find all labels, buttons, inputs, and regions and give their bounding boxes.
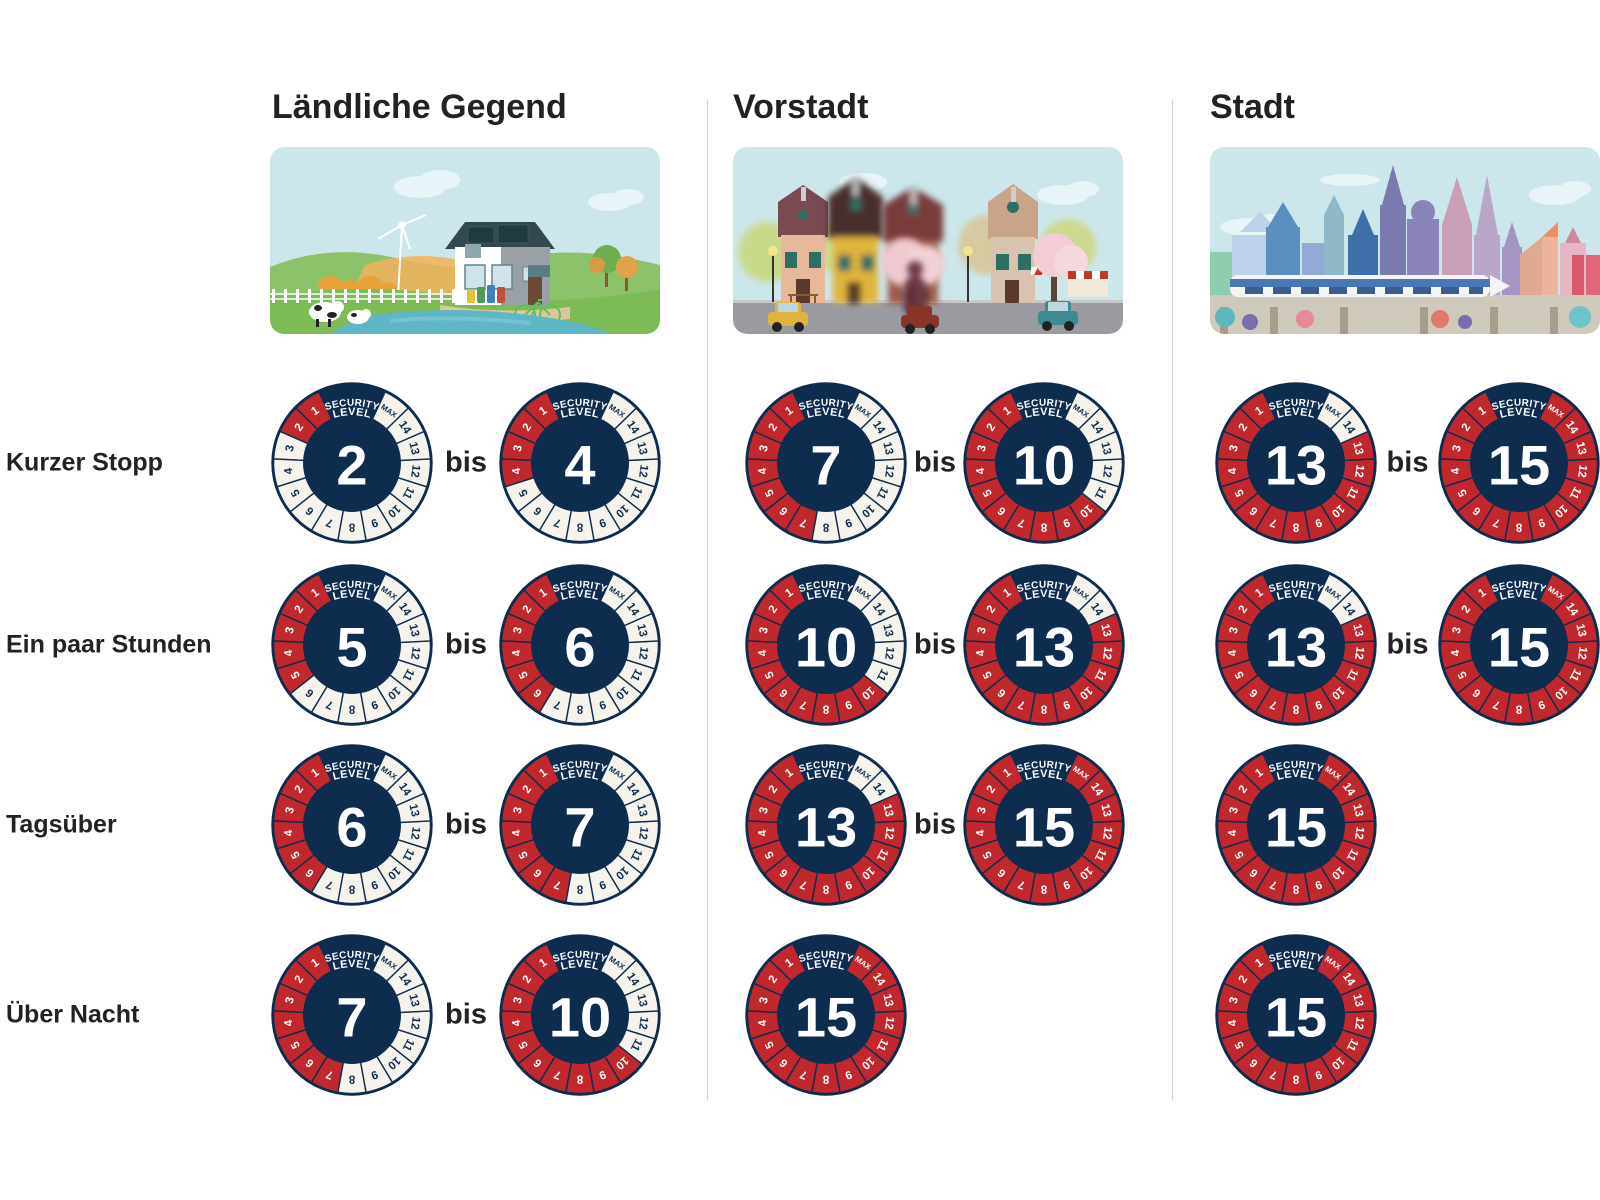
svg-text:8: 8 bbox=[348, 520, 355, 532]
svg-text:5: 5 bbox=[336, 616, 367, 679]
svg-text:12: 12 bbox=[882, 646, 896, 660]
svg-text:7: 7 bbox=[564, 796, 595, 859]
svg-text:13: 13 bbox=[1265, 616, 1327, 679]
svg-text:10: 10 bbox=[549, 986, 611, 1049]
svg-text:7: 7 bbox=[336, 986, 367, 1049]
svg-text:12: 12 bbox=[1352, 464, 1366, 478]
svg-text:12: 12 bbox=[1575, 646, 1589, 660]
svg-text:12: 12 bbox=[1352, 826, 1366, 840]
svg-text:8: 8 bbox=[576, 520, 583, 532]
svg-text:8: 8 bbox=[822, 520, 829, 532]
svg-text:15: 15 bbox=[1265, 986, 1327, 1049]
svg-text:12: 12 bbox=[636, 464, 650, 478]
svg-text:6: 6 bbox=[336, 796, 367, 859]
svg-text:7: 7 bbox=[810, 434, 841, 497]
svg-text:12: 12 bbox=[1575, 464, 1589, 478]
svg-text:6: 6 bbox=[564, 616, 595, 679]
svg-text:8: 8 bbox=[822, 702, 829, 714]
svg-text:8: 8 bbox=[576, 702, 583, 714]
svg-text:12: 12 bbox=[1352, 646, 1366, 660]
svg-text:12: 12 bbox=[408, 826, 422, 840]
svg-text:8: 8 bbox=[576, 1072, 583, 1084]
svg-text:12: 12 bbox=[1100, 464, 1114, 478]
svg-text:12: 12 bbox=[882, 464, 896, 478]
svg-text:8: 8 bbox=[1292, 1072, 1299, 1084]
svg-text:8: 8 bbox=[348, 1072, 355, 1084]
svg-text:12: 12 bbox=[408, 1016, 422, 1030]
svg-text:13: 13 bbox=[1265, 434, 1327, 497]
svg-text:12: 12 bbox=[1100, 646, 1114, 660]
svg-text:8: 8 bbox=[1292, 702, 1299, 714]
svg-text:12: 12 bbox=[636, 1016, 650, 1030]
svg-text:12: 12 bbox=[636, 646, 650, 660]
svg-text:12: 12 bbox=[882, 826, 896, 840]
svg-text:12: 12 bbox=[1352, 1016, 1366, 1030]
svg-text:8: 8 bbox=[1040, 882, 1047, 894]
svg-text:13: 13 bbox=[795, 796, 857, 859]
svg-text:8: 8 bbox=[1040, 520, 1047, 532]
svg-text:8: 8 bbox=[1040, 702, 1047, 714]
svg-text:8: 8 bbox=[1515, 702, 1522, 714]
svg-text:8: 8 bbox=[1292, 520, 1299, 532]
svg-text:15: 15 bbox=[1488, 616, 1550, 679]
svg-text:15: 15 bbox=[795, 986, 857, 1049]
svg-text:8: 8 bbox=[822, 882, 829, 894]
svg-text:15: 15 bbox=[1488, 434, 1550, 497]
svg-text:10: 10 bbox=[795, 616, 857, 679]
svg-text:12: 12 bbox=[1100, 826, 1114, 840]
svg-text:8: 8 bbox=[822, 1072, 829, 1084]
svg-text:12: 12 bbox=[408, 464, 422, 478]
svg-text:15: 15 bbox=[1265, 796, 1327, 859]
svg-text:13: 13 bbox=[1013, 616, 1075, 679]
svg-text:10: 10 bbox=[1013, 434, 1075, 497]
svg-text:8: 8 bbox=[348, 882, 355, 894]
svg-text:8: 8 bbox=[1515, 520, 1522, 532]
svg-text:2: 2 bbox=[336, 434, 367, 497]
svg-text:8: 8 bbox=[348, 702, 355, 714]
svg-text:8: 8 bbox=[1292, 882, 1299, 894]
svg-text:12: 12 bbox=[882, 1016, 896, 1030]
svg-text:15: 15 bbox=[1013, 796, 1075, 859]
svg-text:12: 12 bbox=[636, 826, 650, 840]
svg-text:12: 12 bbox=[408, 646, 422, 660]
svg-text:4: 4 bbox=[564, 434, 595, 497]
svg-text:8: 8 bbox=[576, 882, 583, 894]
